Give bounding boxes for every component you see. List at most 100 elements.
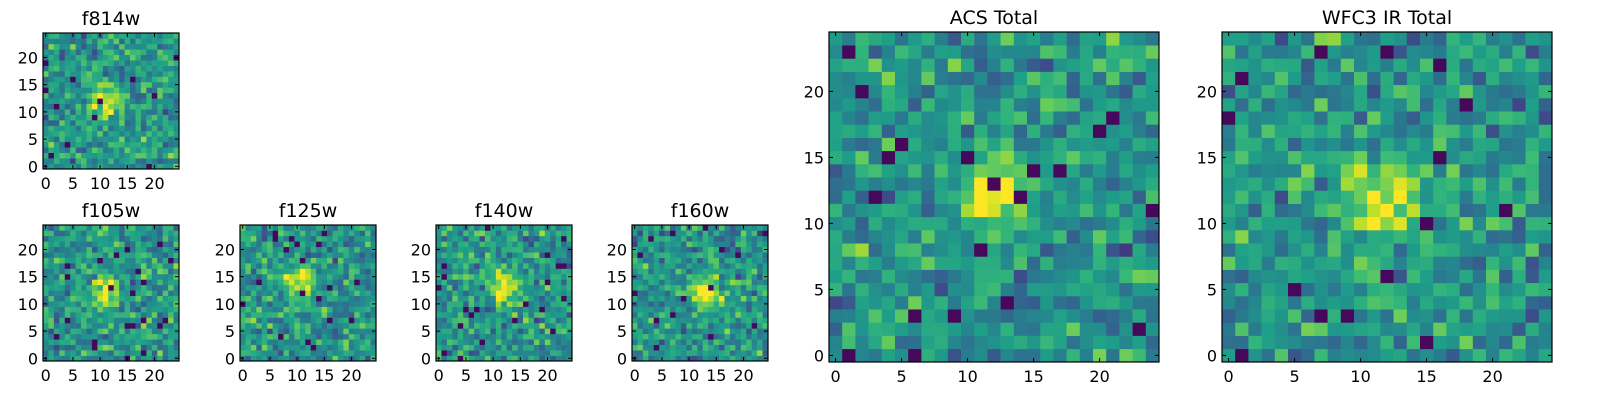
heatmap-cell (365, 284, 371, 291)
heatmap-cell (70, 125, 76, 132)
heatmap-cell (146, 290, 153, 297)
heatmap-cell (59, 355, 66, 362)
heatmap-cell (829, 45, 843, 59)
heatmap-cell (108, 257, 115, 264)
heatmap-cell (316, 301, 322, 307)
heatmap-cell (1027, 322, 1041, 336)
heatmap-cell (130, 284, 136, 291)
heatmap-cell (365, 328, 371, 335)
heatmap-cell (359, 344, 366, 351)
heatmap-cell (697, 263, 704, 269)
heatmap-cell (746, 301, 752, 307)
heatmap-cell (168, 230, 174, 237)
heatmap-cell (75, 152, 82, 159)
heatmap-cell (240, 312, 246, 318)
heatmap-cell (751, 235, 758, 242)
heatmap-cell (81, 225, 87, 231)
heatmap-cell (495, 225, 502, 231)
heatmap-cell (75, 49, 82, 56)
heatmap-cell (670, 312, 676, 318)
heatmap-cell (354, 339, 360, 345)
heatmap-cell (479, 312, 486, 318)
heatmap-cell (310, 328, 317, 335)
heatmap-cell (151, 81, 158, 88)
heatmap-cell (91, 38, 98, 45)
heatmap-cell (162, 339, 169, 345)
heatmap-cell (947, 243, 962, 257)
heatmap-cell (162, 81, 169, 88)
heatmap-cell (162, 225, 169, 231)
heatmap-cell (555, 241, 562, 248)
heatmap-cell (691, 284, 698, 291)
heatmap-cell (245, 230, 252, 237)
heatmap-cell (1406, 45, 1421, 59)
heatmap-cell (1301, 111, 1315, 125)
heatmap-cell (735, 263, 742, 269)
heatmap-cell (881, 177, 896, 191)
heatmap-cell (544, 273, 551, 280)
heatmap-cell (119, 344, 125, 351)
heatmap-cell (691, 301, 698, 307)
heatmap-cell (1472, 269, 1487, 284)
heatmap-cell (501, 235, 508, 242)
heatmap-cell (881, 230, 896, 244)
heatmap-cell (119, 333, 125, 340)
heatmap-cell (881, 243, 896, 257)
heatmap-cell (64, 284, 71, 291)
heatmap-cell (436, 235, 442, 242)
heatmap-cell (1079, 58, 1094, 72)
heatmap-cell (642, 252, 649, 258)
heatmap-cell (261, 225, 268, 231)
heatmap-cell (124, 241, 131, 248)
heatmap-cell (59, 246, 66, 253)
heatmap-cell (1093, 190, 1107, 204)
heatmap-cell (1314, 230, 1328, 244)
heatmap-cell (343, 350, 350, 356)
heatmap-cell (757, 225, 763, 231)
heatmap-cell (146, 295, 153, 302)
heatmap-cell (987, 269, 1001, 284)
heatmap-cell (59, 295, 66, 302)
heatmap-cell (1222, 45, 1236, 59)
heatmap-cell (151, 76, 158, 83)
heatmap-cell (327, 230, 333, 237)
heatmap-cell (294, 284, 301, 291)
heatmap-cell (91, 158, 98, 164)
heatmap-cell (746, 312, 752, 318)
heatmap-cell (566, 279, 573, 286)
heatmap-cell (327, 279, 333, 286)
heatmap-cell (691, 252, 698, 258)
heatmap-cell (855, 309, 869, 323)
heatmap-cell (1367, 164, 1381, 178)
heatmap-cell (140, 328, 147, 335)
heatmap-cell (675, 339, 682, 345)
heatmap-cell (934, 177, 949, 191)
heatmap-cell (544, 301, 551, 307)
heatmap-cell (670, 268, 676, 275)
heatmap-cell (135, 322, 142, 329)
heatmap-cell (686, 301, 693, 307)
heatmap-cell (102, 290, 109, 297)
heatmap-cell (512, 246, 518, 253)
heatmap-cell (648, 230, 655, 237)
heatmap-cell (555, 306, 562, 313)
heatmap-cell (48, 225, 55, 231)
heatmap-cell (436, 344, 442, 351)
heatmap-cell (1053, 190, 1067, 204)
heatmap-cell (1261, 309, 1276, 323)
heatmap-cell (746, 225, 752, 231)
heatmap-cell (119, 312, 125, 318)
heatmap-cell (1446, 269, 1460, 284)
heatmap-cell (316, 230, 322, 237)
heatmap-cell (691, 295, 698, 302)
heatmap-cell (1119, 296, 1133, 310)
heatmap-cell (1406, 335, 1421, 350)
heatmap-cell (446, 301, 453, 307)
heatmap-cell (332, 225, 339, 231)
heatmap-cell (299, 263, 306, 269)
heatmap-cell (299, 306, 306, 313)
heatmap-cell (724, 317, 731, 324)
heatmap-cell (675, 257, 682, 264)
heatmap-cell (474, 279, 480, 286)
heatmap-cell (637, 241, 644, 248)
